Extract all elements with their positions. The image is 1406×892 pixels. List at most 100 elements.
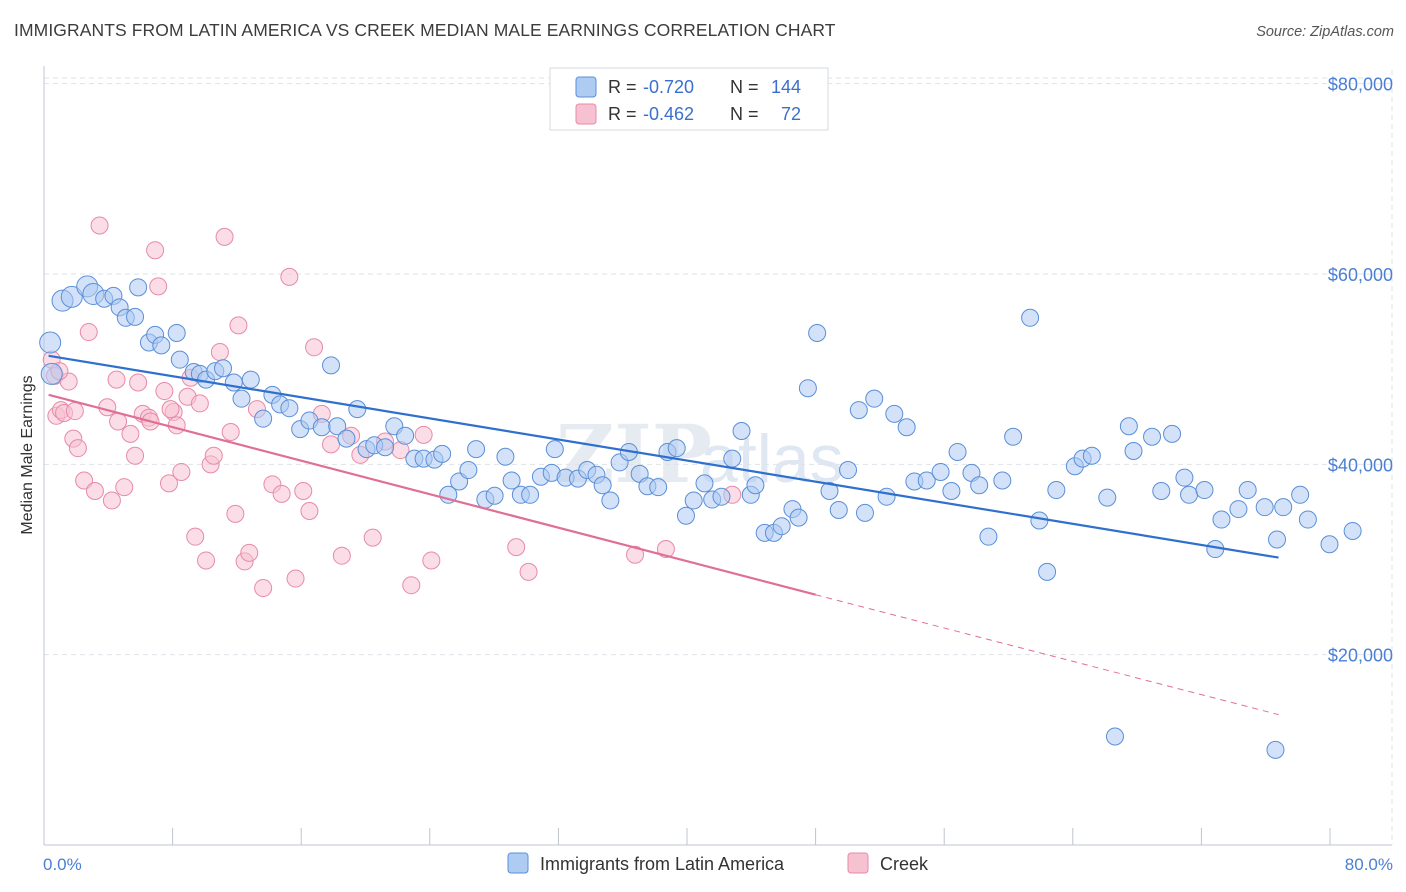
latin-america-point: [60, 285, 83, 308]
creek-point: [167, 416, 186, 435]
y-axis-title: Median Male Earnings: [19, 375, 36, 534]
latin-america-point: [126, 307, 145, 326]
latin-america-point: [502, 471, 521, 490]
latin-america-point: [865, 389, 884, 408]
latin-america-point: [684, 491, 703, 510]
legend-n-value-2: 72: [781, 104, 801, 124]
latin-america-point: [232, 389, 251, 408]
latin-america-point: [376, 438, 395, 457]
latin-america-point: [40, 362, 63, 385]
creek-point: [215, 227, 234, 246]
latin-america-point: [746, 476, 765, 495]
creek-point: [402, 576, 421, 595]
latin-america-point: [897, 418, 916, 437]
latin-america-point: [521, 485, 540, 504]
creek-point: [414, 425, 433, 444]
creek-point: [221, 422, 240, 441]
creek-point: [90, 216, 109, 235]
creek-point: [204, 446, 223, 465]
creek-trend-line-extension: [815, 594, 1279, 716]
chart-title: IMMIGRANTS FROM LATIN AMERICA VS CREEK M…: [14, 20, 836, 40]
creek-point: [422, 551, 441, 570]
latin-america-point: [855, 503, 874, 522]
latin-america-point: [917, 471, 936, 490]
latin-america-point: [839, 461, 858, 480]
creek-point: [332, 546, 351, 565]
y-tick-label-0: $20,000: [1328, 646, 1393, 666]
latin-america-point: [152, 336, 171, 355]
latin-america-point: [877, 487, 896, 506]
legend-swatch-pink: [575, 103, 597, 125]
creek-point: [240, 543, 259, 562]
latin-america-point: [820, 481, 839, 500]
latin-america-point: [1291, 485, 1310, 504]
creek-point: [172, 462, 191, 481]
latin-america-point: [667, 439, 686, 458]
latin-america-point: [1143, 427, 1162, 446]
creek-point: [229, 316, 248, 335]
creek-point: [146, 241, 165, 260]
latin-america-point: [496, 447, 515, 466]
latin-america-point: [1030, 511, 1049, 530]
bottom-legend-label-blue: Immigrants from Latin America: [540, 854, 785, 874]
latin-america-point: [1004, 427, 1023, 446]
latin-america-point: [280, 399, 299, 418]
latin-america-point: [170, 350, 189, 369]
x-tick-labels: 0.0% 80.0%: [43, 855, 1393, 874]
latin-america-point: [1038, 562, 1057, 581]
latin-america-point: [254, 409, 273, 428]
latin-america-point: [545, 440, 564, 459]
correlation-legend: R = -0.720 N = 144 R = -0.462 N = 72: [549, 67, 829, 131]
creek-point: [98, 398, 117, 417]
latin-america-point: [396, 426, 415, 445]
latin-america-point: [1180, 485, 1199, 504]
latin-america-point: [433, 444, 452, 463]
legend-r-label-2: R =: [608, 104, 637, 124]
creek-point: [75, 471, 94, 490]
creek-point: [126, 446, 145, 465]
latin-america-point: [829, 501, 848, 520]
latin-america-point: [1152, 481, 1171, 500]
latin-america-point: [948, 442, 967, 461]
y-tick-labels: $20,000 $40,000 $60,000 $80,000: [1328, 75, 1393, 666]
latin-america-point: [1255, 498, 1274, 517]
creek-point: [363, 528, 382, 547]
x-tick-label-1: 80.0%: [1345, 855, 1393, 874]
latin-america-point: [337, 429, 356, 448]
latin-america-point: [312, 418, 331, 437]
creek-point: [155, 382, 174, 401]
creek-point: [121, 424, 140, 443]
creek-point: [197, 551, 216, 570]
latin-america-point: [789, 508, 808, 527]
latin-america-point: [39, 331, 62, 354]
bottom-legend-swatch-pink: [847, 852, 869, 874]
creek-point: [656, 540, 675, 559]
creek-point: [65, 402, 84, 421]
creek-trend-line: [48, 393, 816, 596]
latin-america-point: [942, 481, 961, 500]
latin-america-point: [993, 471, 1012, 490]
x-tick-label-0: 0.0%: [43, 855, 82, 874]
latin-america-point: [1098, 488, 1117, 507]
latin-america-point: [348, 400, 367, 419]
latin-america-point: [459, 461, 478, 480]
legend-r-value-2: -0.462: [643, 104, 694, 124]
latin-america-point: [979, 527, 998, 546]
creek-point: [190, 394, 209, 413]
bottom-legend-label-pink: Creek: [880, 854, 929, 874]
latin-america-point: [1047, 481, 1066, 500]
y-tick-label-3: $80,000: [1328, 75, 1393, 95]
creek-point: [272, 484, 291, 503]
latin-america-point: [649, 478, 668, 497]
latin-america-point: [732, 422, 751, 441]
legend-n-label-1: N =: [730, 77, 759, 97]
creek-point: [68, 439, 87, 458]
latin-america-point: [712, 487, 731, 506]
latin-america-point: [1229, 500, 1248, 519]
legend-r-value-1: -0.720: [643, 77, 694, 97]
creek-point: [507, 538, 526, 557]
latin-america-point: [723, 449, 742, 468]
latin-america-point: [1124, 442, 1143, 461]
creek-point: [79, 323, 98, 342]
